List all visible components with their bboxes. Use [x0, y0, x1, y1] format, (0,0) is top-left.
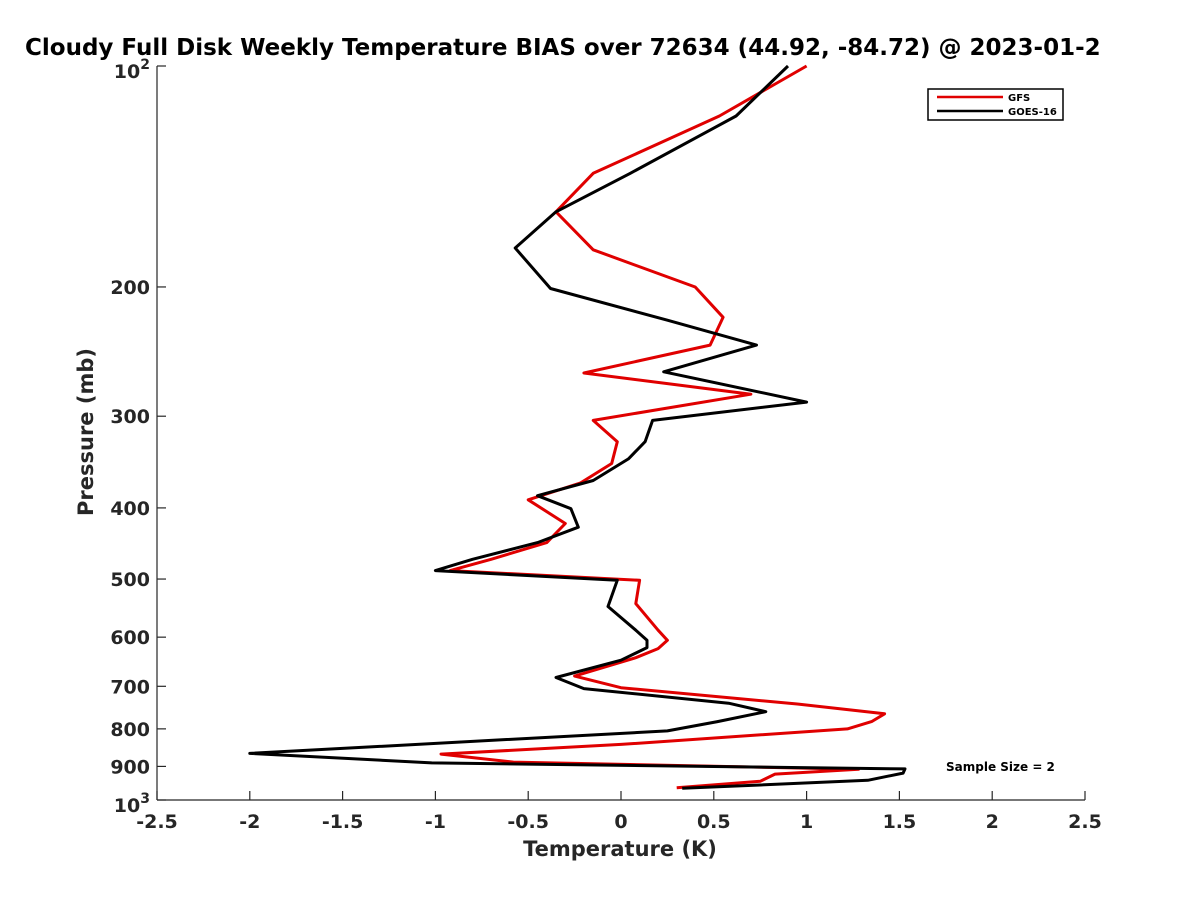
x-tick-label: -1: [425, 811, 446, 833]
chart-title: Cloudy Full Disk Weekly Temperature BIAS…: [25, 35, 1101, 61]
x-tick-label: 0: [614, 811, 627, 833]
sample-size-annotation: Sample Size = 2: [946, 760, 1055, 774]
y-tick-label: 700: [110, 676, 150, 698]
y-tick-label: 300: [110, 406, 150, 428]
legend-box: [927, 88, 1064, 121]
y-tick-label: 102: [114, 57, 150, 83]
y-tick-label: 500: [110, 569, 150, 591]
x-tick-label: -2: [239, 811, 260, 833]
x-tick-label: 2: [986, 811, 999, 833]
y-tick-label: 103: [114, 791, 150, 817]
series-line-gfs: [439, 64, 887, 790]
y-tick-label: 200: [110, 277, 150, 299]
series-line-goes-16: [248, 64, 907, 790]
axes: -2.5 -2 -1.5 -1 -0.5 0 0.5 1 1.5 2 2.5 102 200 300 400…: [110, 57, 1102, 833]
x-tick-label: -1.5: [322, 811, 364, 833]
y-tick-label: 900: [110, 756, 150, 778]
y-axis-title: Pressure (mb): [74, 348, 98, 516]
y-tick-label: 400: [110, 498, 150, 520]
x-axis-title: Temperature (K): [523, 837, 717, 861]
x-tick-label: 2.5: [1068, 811, 1102, 833]
x-tick-label: 1.5: [883, 811, 917, 833]
y-tick-label: 800: [110, 719, 150, 741]
legend-label-gfs: GFS: [1008, 93, 1030, 104]
x-tick-label: -0.5: [507, 811, 549, 833]
legend: GFS GOES-16: [927, 88, 1064, 121]
x-tick-label: 0.5: [697, 811, 731, 833]
x-tick-label: -2.5: [136, 811, 178, 833]
series-lines: [248, 64, 907, 790]
y-tick-label: 600: [110, 627, 150, 649]
x-tick-label: 1: [800, 811, 813, 833]
legend-label-goes-16: GOES-16: [1008, 107, 1057, 118]
